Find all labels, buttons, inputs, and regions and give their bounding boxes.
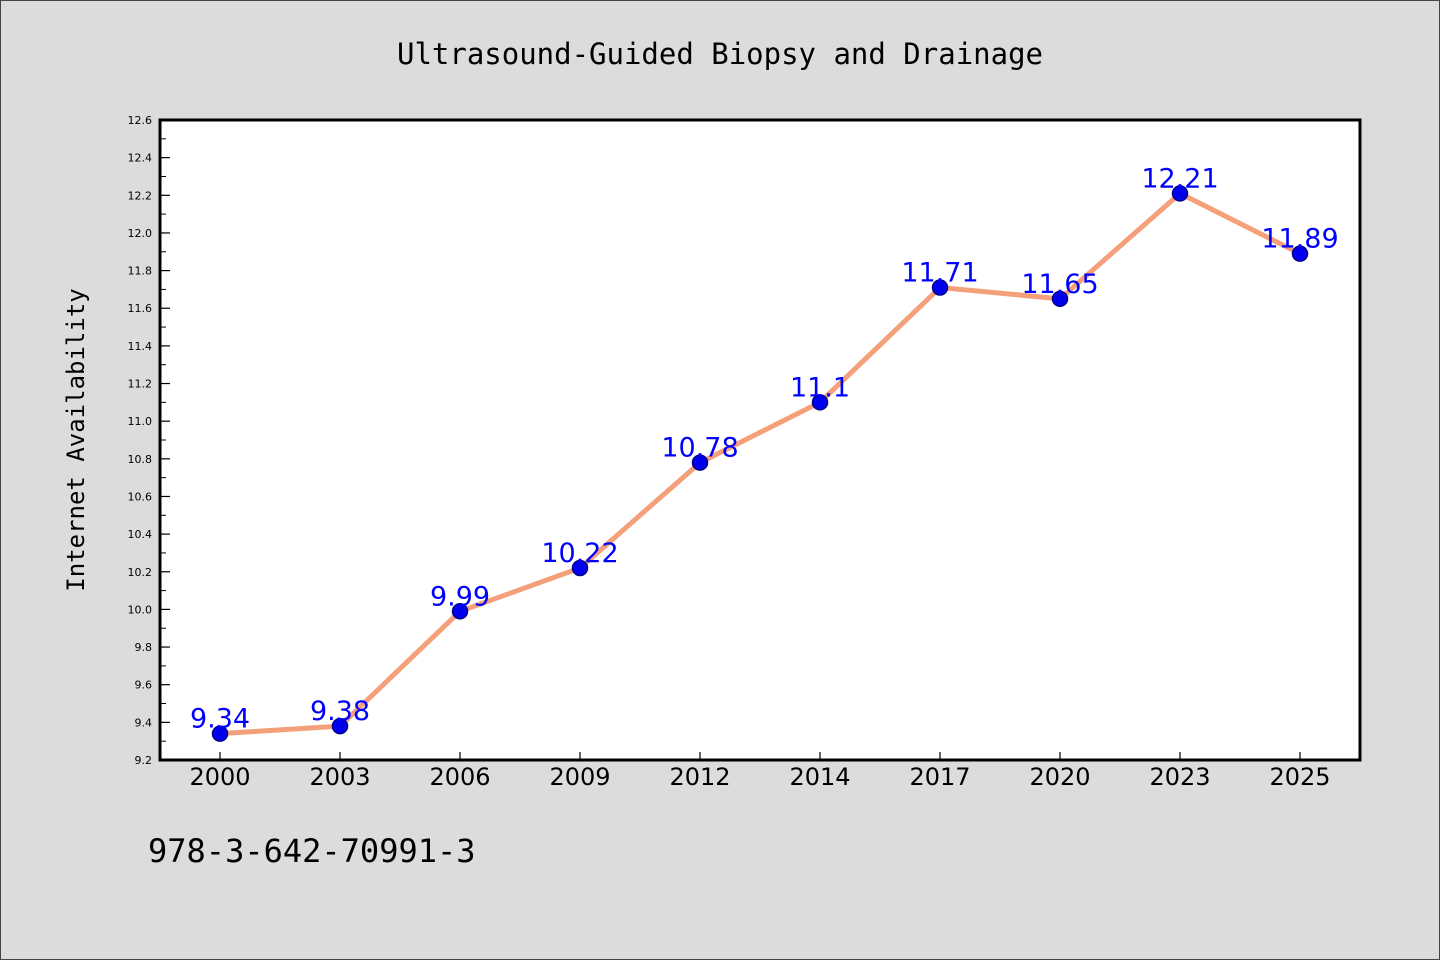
series-line-group [217,190,1303,737]
x-tick-label: 2020 [1029,763,1090,791]
y-axis-ticks: 9.2 9.4 9.6 9.8 10.0 10.2 10.4 10.6 10.8 11.0 11.2… [128,114,170,767]
data-point-label: 10.22 [541,538,618,569]
data-point-label: 11.65 [1021,269,1098,300]
y-tick-label: 12.2 [128,189,153,202]
chart-title: Ultrasound-Guided Biopsy and Drainage [397,37,1043,71]
data-point-label: 11.71 [901,258,978,289]
y-tick-label: 10.6 [128,490,153,503]
series-line [217,190,1303,737]
y-tick-label: 12.4 [128,152,153,165]
y-tick-label: 11.8 [128,265,153,278]
y-tick-label: 10.0 [128,603,153,616]
data-markers [211,185,1309,742]
data-point-marker [211,725,229,742]
y-tick-label: 9.4 [135,716,153,729]
y-tick-label: 11.6 [128,302,153,315]
x-tick-label: 2000 [189,763,250,791]
data-point-label: 9.99 [430,581,490,612]
y-tick-label: 10.8 [128,453,153,466]
data-point-label: 9.34 [190,704,250,735]
data-point-marker [1051,290,1069,308]
data-point-label: 12.21 [1141,163,1218,194]
y-tick-label: 12.0 [128,227,153,240]
x-tick-label: 2017 [909,763,970,791]
x-tick-label: 2014 [789,763,850,791]
x-tick-label: 2006 [429,763,490,791]
y-tick-label: 10.2 [128,566,153,579]
data-point-marker [1291,245,1309,262]
x-tick-label: 2025 [1269,763,1330,791]
plot-area [158,118,1362,762]
y-tick-label: 9.8 [135,641,153,654]
y-tick-label: 9.6 [135,679,153,692]
x-tick-label: 2009 [549,763,610,791]
data-point-label: 11.1 [790,372,850,403]
data-point-marker [571,559,589,577]
data-point-marker [811,394,829,411]
x-tick-label: 2023 [1149,763,1210,791]
y-tick-label: 11.4 [128,340,153,353]
data-point-marker [931,279,949,296]
data-labels: 9.34 9.38 9.99 10.22 10.78 11.1 11.71 11.65 12.2… [190,163,1339,734]
data-point-marker [451,603,469,620]
data-point-label: 10.78 [661,433,738,464]
y-tick-label: 9.2 [135,754,153,767]
data-point-label: 9.38 [310,696,370,727]
y-tick-label: 11.2 [128,378,153,391]
data-point-label: 11.89 [1261,224,1338,255]
y-axis-label: Internet Availability [62,288,90,591]
data-point-marker [331,717,349,735]
y-tick-label: 10.4 [128,528,153,541]
footer-identifier: 978-3-642-70991-3 [148,832,476,870]
x-tick-label: 2012 [669,763,730,791]
y-tick-label: 12.6 [128,114,153,127]
data-point-marker [691,454,709,471]
x-axis-ticks: 2000 2003 2006 2009 2012 2014 2017 2020 2023 2025 [189,752,1331,791]
y-tick-label: 11.0 [128,415,153,428]
data-point-marker [1171,185,1189,202]
x-tick-label: 2003 [309,763,370,791]
